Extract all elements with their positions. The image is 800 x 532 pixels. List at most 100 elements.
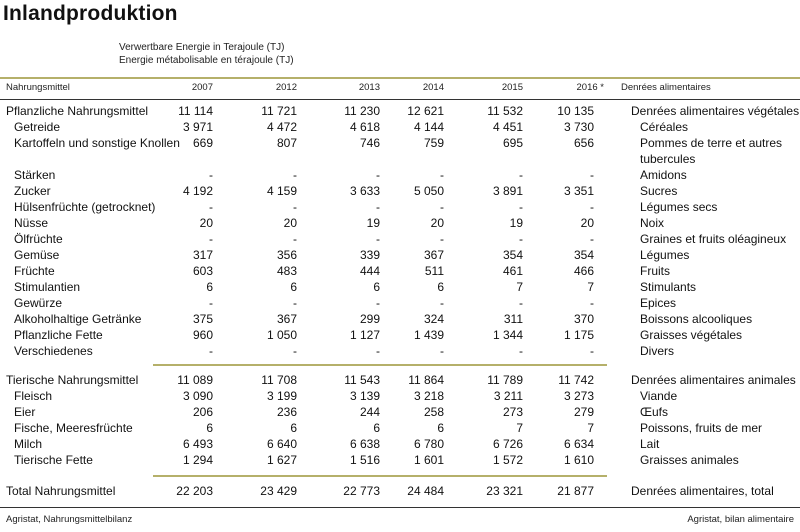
cell-value: 807 bbox=[276, 136, 297, 150]
page-title: Inlandproduktion bbox=[3, 2, 178, 25]
header-top-rule bbox=[0, 77, 800, 79]
row-label-fr: Denrées alimentaires, total bbox=[631, 484, 774, 498]
cell-value: - bbox=[376, 200, 380, 214]
cell-value: - bbox=[376, 296, 380, 310]
footer-source-fr: Agristat, bilan alimentaire bbox=[687, 514, 794, 525]
row-label-de: Milch bbox=[14, 437, 43, 451]
cell-value: 4 472 bbox=[266, 120, 297, 134]
row-label-de: Pflanzliche Nahrungsmittel bbox=[6, 104, 149, 118]
table-row: Eier 206 236 244 258 273 279 Œufs bbox=[0, 405, 800, 421]
cell-value: 11 721 bbox=[261, 104, 297, 118]
cell-value: - bbox=[440, 344, 444, 358]
row-label-fr: Stimulants bbox=[640, 280, 697, 294]
cell-value: 695 bbox=[502, 136, 523, 150]
table-row: Fische, Meeresfrüchte 6 6 6 6 7 7 Poissons, fru… bbox=[0, 421, 800, 437]
cell-value: 1 050 bbox=[266, 328, 297, 342]
cell-value: 20 bbox=[283, 216, 297, 230]
cell-value: 1 175 bbox=[563, 328, 594, 342]
cell-value: 960 bbox=[192, 328, 213, 342]
table-row: Alkoholhaltige Getränke 375 367 299 324 311 37… bbox=[0, 312, 800, 328]
table-row: Kartoffeln und sonstige Knollen 669 807 746… bbox=[0, 136, 800, 152]
cell-value: - bbox=[590, 168, 594, 182]
cell-value: 324 bbox=[423, 312, 444, 326]
table-row: Fleisch 3 090 3 199 3 139 3 218 3 211 3 273 Via… bbox=[0, 389, 800, 405]
row-label-de: Gemüse bbox=[14, 248, 60, 262]
cell-value: 7 bbox=[516, 421, 523, 435]
cell-value: 3 218 bbox=[413, 389, 444, 403]
cell-value: 236 bbox=[276, 405, 297, 419]
cell-value: 6 634 bbox=[563, 437, 594, 451]
row-label-de: Hülsenfrüchte (getrocknet) bbox=[14, 200, 156, 214]
cell-value: 7 bbox=[587, 421, 594, 435]
cell-value: 356 bbox=[276, 248, 297, 262]
cell-value: - bbox=[376, 232, 380, 246]
table-row: Milch 6 493 6 640 6 638 6 780 6 726 6 634 Lait bbox=[0, 437, 800, 453]
cell-value: - bbox=[590, 200, 594, 214]
cell-value: 1 610 bbox=[563, 453, 594, 467]
footer-source-de: Agristat, Nahrungsmittelbilanz bbox=[6, 514, 133, 525]
section-rule-2 bbox=[153, 475, 607, 477]
cell-value: 11 114 bbox=[178, 104, 213, 118]
row-label-fr: tubercules bbox=[640, 152, 696, 166]
cell-value: 354 bbox=[502, 248, 523, 262]
table-row: Zucker 4 192 4 159 3 633 5 050 3 891 3 351 Sucr… bbox=[0, 184, 800, 200]
cell-value: 759 bbox=[423, 136, 444, 150]
row-label-de: Eier bbox=[14, 405, 36, 419]
cell-value: 6 780 bbox=[413, 437, 444, 451]
header-year-2012: 2012 bbox=[275, 82, 297, 93]
table-row: Verschiedenes - - - - - - Divers bbox=[0, 344, 800, 360]
cell-value: 11 532 bbox=[487, 104, 523, 118]
table-row: Ölfrüchte - - - - - - Graines et fruits oléagin… bbox=[0, 232, 800, 248]
row-label-de: Ölfrüchte bbox=[14, 232, 63, 246]
table-row: Pflanzliche Nahrungsmittel 11 114 11 721 11… bbox=[0, 104, 800, 120]
cell-value: 317 bbox=[192, 248, 213, 262]
row-label-de: Stärken bbox=[14, 168, 56, 182]
row-label-fr: Denrées alimentaires animales bbox=[631, 373, 796, 387]
cell-value: 466 bbox=[573, 264, 594, 278]
table-row: Stärken - - - - - - Amidons bbox=[0, 168, 800, 184]
cell-value: 669 bbox=[192, 136, 213, 150]
cell-value: - bbox=[519, 200, 523, 214]
cell-value: 1 294 bbox=[182, 453, 213, 467]
cell-value: - bbox=[440, 200, 444, 214]
cell-value: 11 708 bbox=[261, 373, 297, 387]
cell-value: - bbox=[440, 232, 444, 246]
row-label-fr: Viande bbox=[640, 389, 678, 403]
cell-value: 3 090 bbox=[182, 389, 213, 403]
cell-value: 10 135 bbox=[557, 104, 594, 118]
cell-value: 20 bbox=[199, 216, 213, 230]
table-row: Stimulantien 6 6 6 6 7 7 Stimulants bbox=[0, 280, 800, 296]
cell-value: 6 bbox=[206, 280, 213, 294]
cell-value: 354 bbox=[573, 248, 594, 262]
cell-value: 1 572 bbox=[492, 453, 523, 467]
cell-value: 6 bbox=[290, 421, 297, 435]
cell-value: 22 773 bbox=[343, 484, 380, 498]
cell-value: 1 439 bbox=[413, 328, 444, 342]
row-label-fr: Boissons alcooliques bbox=[640, 312, 753, 326]
table-row: tubercules bbox=[0, 152, 800, 168]
cell-value: 20 bbox=[580, 216, 594, 230]
cell-value: 370 bbox=[573, 312, 594, 326]
row-label-de: Pflanzliche Fette bbox=[14, 328, 103, 342]
cell-value: 11 230 bbox=[344, 104, 380, 118]
cell-value: - bbox=[209, 296, 213, 310]
header-label-fr: Denrées alimentaires bbox=[621, 82, 711, 93]
table-row: Hülsenfrüchte (getrocknet) - - - - - - Légumes … bbox=[0, 200, 800, 216]
header-label-de: Nahrungsmittel bbox=[6, 82, 70, 93]
header-year-2007: 2007 bbox=[191, 82, 213, 93]
cell-value: 19 bbox=[509, 216, 523, 230]
cell-value: - bbox=[209, 232, 213, 246]
cell-value: - bbox=[293, 296, 297, 310]
row-label-fr: Sucres bbox=[640, 184, 678, 198]
cell-value: 6 bbox=[206, 421, 213, 435]
row-label-fr: Graisses animales bbox=[640, 453, 739, 467]
table-row: Nüsse 20 20 19 20 19 20 Noix bbox=[0, 216, 800, 232]
cell-value: 367 bbox=[423, 248, 444, 262]
cell-value: 656 bbox=[573, 136, 594, 150]
subtitle-de: Verwertbare Energie in Terajoule (TJ) bbox=[119, 42, 285, 53]
cell-value: 367 bbox=[276, 312, 297, 326]
cell-value: 20 bbox=[430, 216, 444, 230]
cell-value: 279 bbox=[573, 405, 594, 419]
cell-value: 5 050 bbox=[413, 184, 444, 198]
cell-value: 3 139 bbox=[349, 389, 380, 403]
